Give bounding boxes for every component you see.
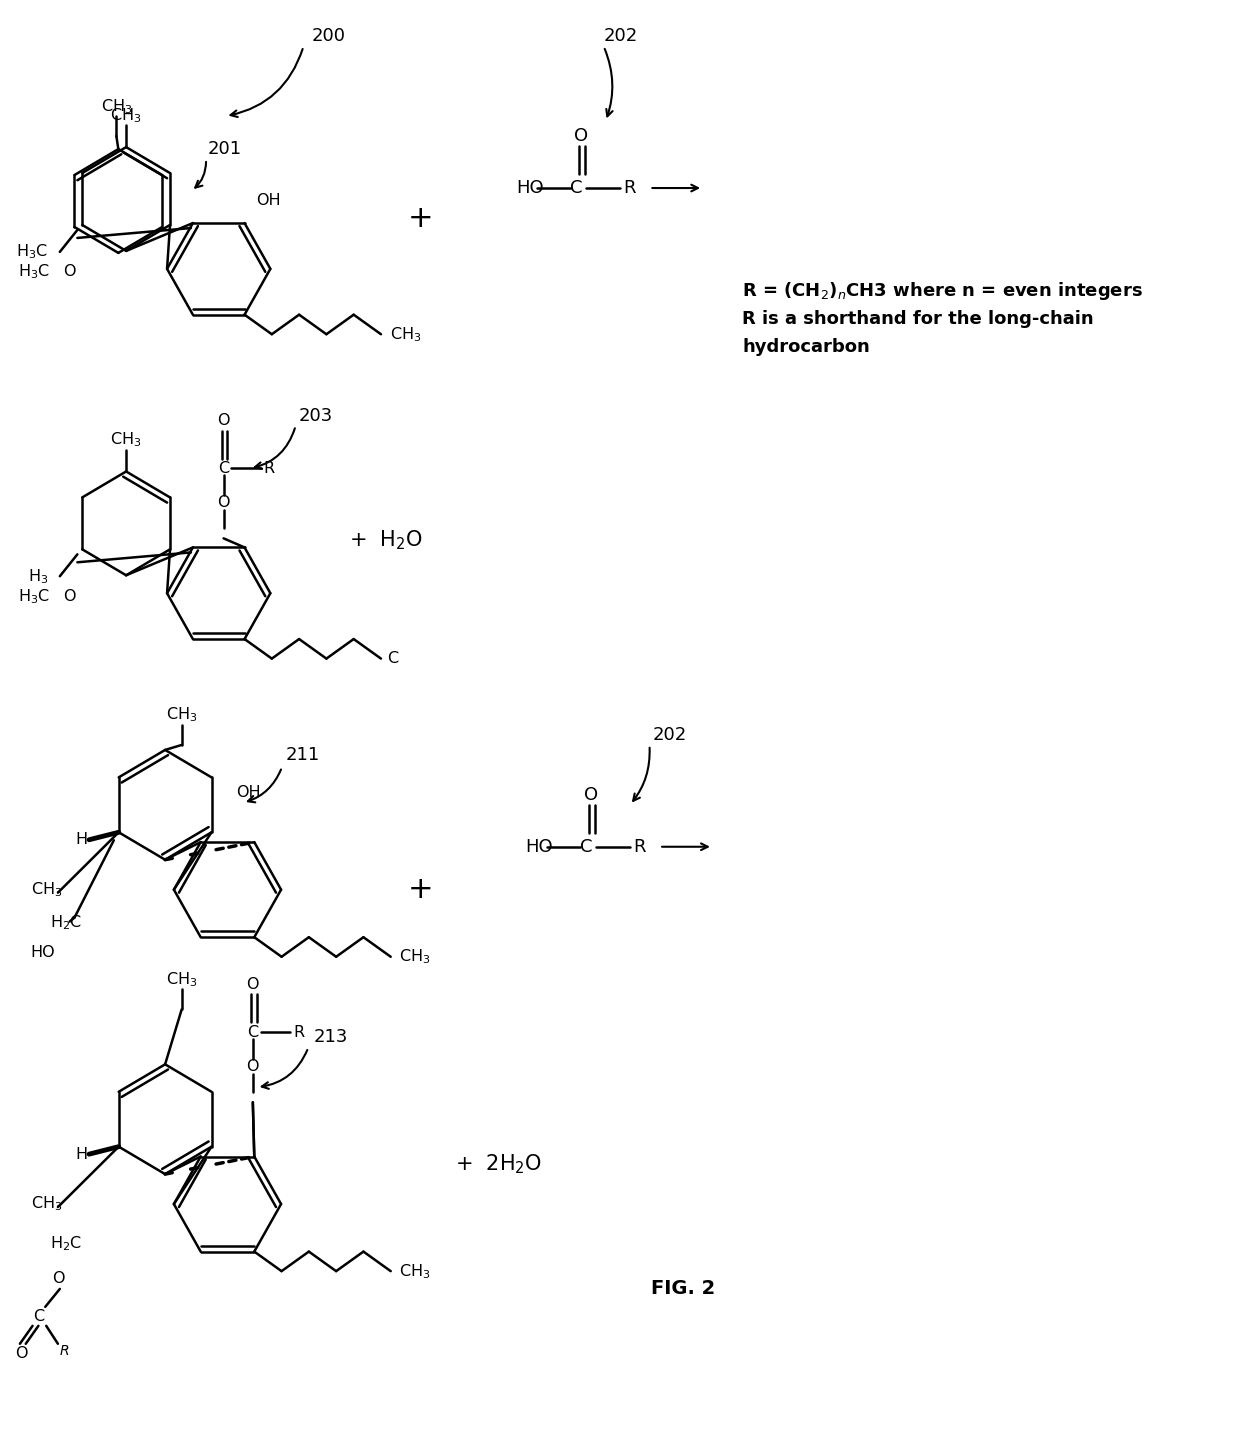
Text: 201: 201 <box>208 140 242 158</box>
Text: CH$_3$: CH$_3$ <box>399 1262 430 1281</box>
Text: H$_3$C: H$_3$C <box>19 262 50 281</box>
Text: O: O <box>217 494 229 510</box>
Text: O: O <box>247 1059 259 1073</box>
Text: hydrocarbon: hydrocarbon <box>742 338 869 355</box>
Text: +: + <box>408 876 433 904</box>
Text: 211: 211 <box>286 747 320 764</box>
Text: H: H <box>76 1146 88 1162</box>
Text: O: O <box>15 1346 27 1361</box>
Text: HO: HO <box>30 944 55 960</box>
Text: CH$_3$: CH$_3$ <box>31 880 62 898</box>
Text: 202: 202 <box>652 727 687 744</box>
Text: CH$_3$: CH$_3$ <box>100 97 133 116</box>
Text: C: C <box>387 651 398 666</box>
Text: CH$_3$: CH$_3$ <box>166 970 197 989</box>
Text: 202: 202 <box>604 27 637 46</box>
Text: 200: 200 <box>311 27 345 46</box>
Text: H$_3$: H$_3$ <box>27 567 48 586</box>
Text: +: + <box>408 205 433 234</box>
Text: 203: 203 <box>299 407 332 424</box>
Text: CH$_3$: CH$_3$ <box>110 430 141 449</box>
Text: O: O <box>63 589 76 603</box>
Text: C: C <box>580 838 593 856</box>
Text: R: R <box>624 179 636 196</box>
Text: HO: HO <box>526 838 553 856</box>
Text: CH$_3$: CH$_3$ <box>399 947 430 966</box>
Text: O: O <box>247 977 259 992</box>
Text: O: O <box>217 413 229 428</box>
Text: R: R <box>264 461 275 476</box>
Text: O: O <box>52 1271 64 1287</box>
Text: H: H <box>76 833 88 847</box>
Text: O: O <box>574 128 588 145</box>
Text: H$_2$C: H$_2$C <box>50 1235 82 1254</box>
Text: R is a shorthand for the long-chain: R is a shorthand for the long-chain <box>742 310 1094 328</box>
Text: O: O <box>584 785 598 804</box>
Text: R: R <box>60 1344 69 1358</box>
Text: H$_3$C: H$_3$C <box>16 242 48 261</box>
Text: OH: OH <box>257 192 281 208</box>
Text: H$_2$C: H$_2$C <box>50 913 82 931</box>
Text: H$_3$C: H$_3$C <box>19 588 50 606</box>
Text: C: C <box>247 1025 258 1040</box>
Text: OH: OH <box>236 785 260 801</box>
Text: CH$_3$: CH$_3$ <box>389 325 422 344</box>
Text: +  2H$_2$O: + 2H$_2$O <box>455 1152 542 1176</box>
Text: O: O <box>63 264 76 279</box>
Text: R: R <box>293 1025 304 1040</box>
Text: CH$_3$: CH$_3$ <box>31 1195 62 1214</box>
Text: C: C <box>32 1310 43 1324</box>
Text: R = (CH$_2$)$_n$CH3 where n = even integers: R = (CH$_2$)$_n$CH3 where n = even integ… <box>742 279 1143 302</box>
Text: +  H$_2$O: + H$_2$O <box>350 529 423 552</box>
Text: CH$_3$: CH$_3$ <box>110 106 141 125</box>
Text: HO: HO <box>516 179 543 196</box>
Text: R: R <box>634 838 646 856</box>
Text: FIG. 2: FIG. 2 <box>651 1280 715 1298</box>
Text: C: C <box>570 179 583 196</box>
Text: C: C <box>218 461 229 476</box>
Text: 213: 213 <box>314 1029 347 1046</box>
Text: CH$_3$: CH$_3$ <box>166 705 197 724</box>
